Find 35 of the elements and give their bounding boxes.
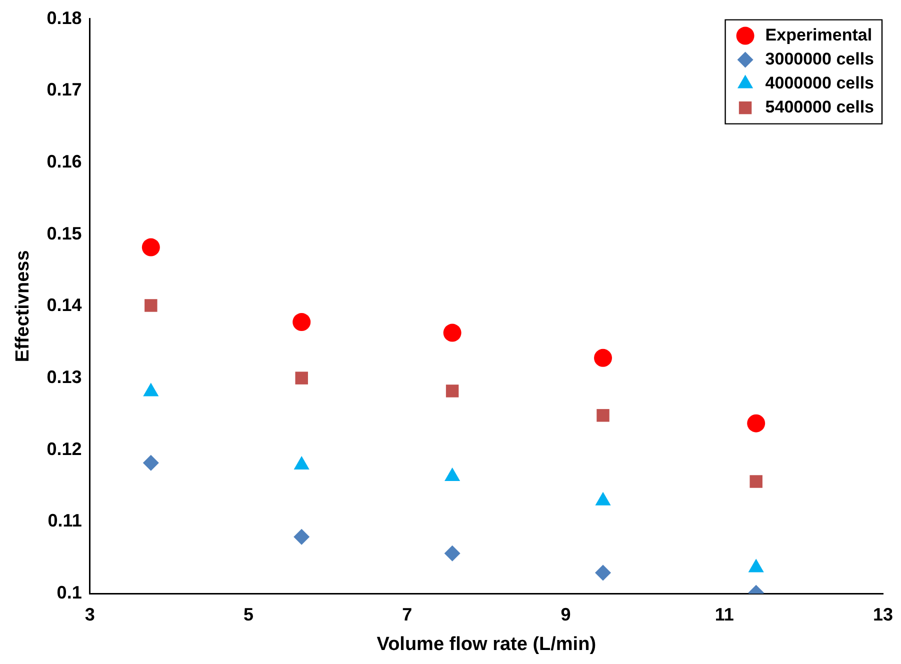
point [144,299,158,312]
y-tick-label: 0.15 [46,223,82,244]
x-tick-label: 3 [84,604,95,624]
point [594,348,612,367]
x-tick-label: 11 [714,604,734,624]
point [595,564,612,581]
legend-label: Experimental [765,25,872,44]
point [295,372,308,384]
y-axis-title: Effectivness [12,250,34,362]
y-tick-label: 0.14 [46,295,82,316]
point [443,324,462,342]
x-axis-title: Volume flow rate (L/min) [376,634,596,655]
point [750,475,762,488]
x-tick-label: 9 [560,604,571,624]
x-tick-label: 13 [872,604,894,624]
point [444,545,460,562]
legend-label: 5400000 cells [765,97,874,116]
y-tick-label: 0.17 [46,80,82,100]
legend-label: 3000000 cells [765,49,874,68]
point [292,313,311,332]
point [446,384,459,398]
y-tick-label: 0.1 [56,582,82,603]
point [142,238,160,256]
point [747,414,766,432]
y-tick-label: 0.13 [46,367,82,388]
y-tick-label: 0.18 [46,8,82,28]
x-tick-label: 7 [402,604,412,624]
y-tick-label: 0.12 [46,438,82,459]
point [294,528,310,545]
x-tick-label: 5 [243,604,254,624]
y-tick-label: 0.16 [46,151,82,172]
point [142,454,159,471]
y-tick-label: 0.11 [48,510,82,531]
point [596,409,610,422]
legend-label: 4000000 cells [765,73,874,92]
